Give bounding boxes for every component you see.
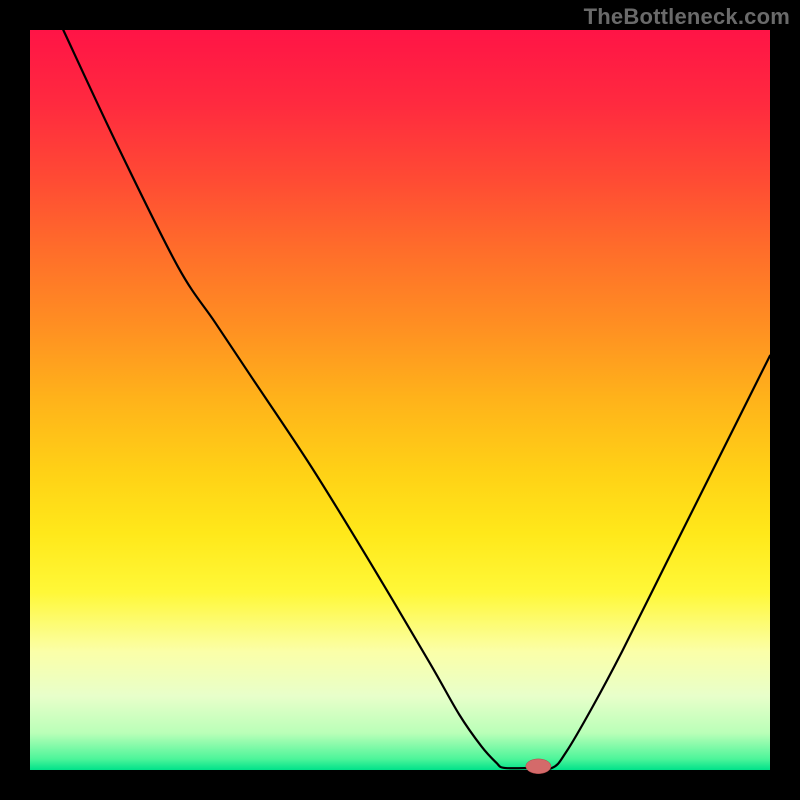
bottleneck-chart: TheBottleneck.com bbox=[0, 0, 800, 800]
optimal-marker bbox=[526, 759, 551, 774]
plot-gradient-background bbox=[30, 30, 770, 770]
chart-svg bbox=[0, 0, 800, 800]
watermark-text: TheBottleneck.com bbox=[584, 4, 790, 30]
